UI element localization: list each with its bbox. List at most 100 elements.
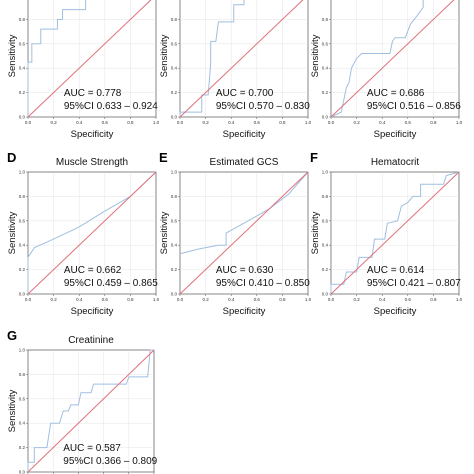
ci-label: 95%CI 0.410 – 0.850 — [216, 278, 310, 289]
ci-label: 95%CI 0.633 – 0.924 — [64, 101, 158, 112]
plot-frame — [330, 0, 460, 118]
plot-frame — [27, 0, 157, 118]
y-tick-label: 0.8 — [171, 194, 178, 199]
x-tick-label: 0.2 — [353, 120, 360, 125]
y-tick-label: 0.0 — [19, 115, 26, 120]
x-tick-label: 0.6 — [102, 297, 109, 302]
x-tick-label: 0.4 — [76, 297, 83, 302]
reference-diagonal-line — [179, 171, 309, 295]
y-tick-label: 0.4 — [171, 66, 178, 71]
reference-diagonal-line — [27, 0, 152, 118]
x-tick-label: 0.0 — [328, 297, 335, 302]
roc-panel: 0.00.20.40.60.81.00.00.20.40.60.81.0Spec… — [7, 0, 160, 140]
y-tick-label: 0.6 — [19, 218, 26, 223]
roc-panel: 0.0 0.2 0.4 0.6 0.8 1.00.00.20.40.60.81.0E Est… — [159, 150, 312, 317]
y-tick-label: 0.8 — [322, 194, 329, 199]
y-tick-label: 0.4 — [19, 66, 26, 71]
x-tick-label: 1.0 — [305, 297, 312, 302]
y-tick-label: 0.4 — [322, 66, 329, 71]
x-axis-title: Specificity — [71, 306, 114, 317]
y-tick-label: 0.8 — [171, 17, 178, 22]
x-tick-label: 0.6 — [254, 120, 261, 125]
auc-label: AUC = 0.662 — [64, 265, 122, 276]
y-tick-label: 0.4 — [19, 421, 26, 426]
ci-label: 95%CI 0.421 – 0.807 — [367, 278, 461, 289]
y-tick-label: 0.6 — [19, 41, 26, 46]
x-axis-title: Specificity — [374, 129, 417, 140]
y-tick-label: 0.0 — [322, 115, 329, 120]
panel-title: Estimated GCS — [210, 157, 279, 168]
auc-label: AUC = 0.686 — [367, 88, 425, 99]
x-axis-title: Specificity — [223, 129, 266, 140]
y-tick-label: 1.0 — [171, 170, 178, 175]
y-axis-title: Sensitivity — [7, 211, 18, 254]
y-axis-title: Sensitivity — [310, 34, 321, 77]
y-tick-label: 0.6 — [322, 218, 329, 223]
ci-label: 95%CI 0.570 – 0.830 — [216, 101, 310, 112]
panel-letter: E — [159, 150, 168, 165]
y-axis-title: Sensitivity — [159, 211, 170, 254]
x-tick-label: 0.4 — [379, 297, 386, 302]
x-tick-label: 0.8 — [279, 120, 286, 125]
reference-diagonal-line — [27, 349, 155, 473]
x-tick-label: 0.0 — [25, 120, 32, 125]
x-tick-label: 0.2 — [202, 120, 209, 125]
panel-title: Creatinine — [68, 335, 114, 346]
x-tick-label: 0.0 — [25, 297, 32, 302]
y-tick-label: 0.6 — [171, 218, 178, 223]
y-tick-label: 0.0 — [171, 292, 178, 297]
roc-panel: 0.00.20.40.60.81.00.00.20.40.60.81.0Spec… — [310, 0, 463, 140]
roc-panel: 0.00.20.40.60.81.00.00.20.40.60.81.0GCre… — [7, 328, 158, 474]
ci-label: 95%CI 0.459 – 0.865 — [64, 278, 158, 289]
roc-panel: 0.00.20.40.60.81.00.00.20.40.60.81.0Spec… — [159, 0, 312, 140]
x-tick-label: 0.4 — [76, 120, 83, 125]
y-tick-label: 0.4 — [322, 243, 329, 248]
x-tick-label: 1.0 — [153, 120, 160, 125]
x-tick-label: 1.0 — [153, 297, 160, 302]
reference-diagonal-line — [330, 0, 455, 118]
y-tick-label: 0.8 — [19, 194, 26, 199]
x-tick-label: 0.2 — [353, 297, 360, 302]
reference-diagonal-line — [27, 171, 157, 295]
panel-letter: D — [7, 150, 16, 165]
x-tick-label: 0.8 — [430, 120, 437, 125]
x-tick-label: 0.6 — [405, 297, 412, 302]
y-tick-label: 0.2 — [322, 267, 329, 272]
y-tick-label: 0.4 — [19, 243, 26, 248]
auc-label: AUC = 0.587 — [63, 443, 121, 454]
roc-curve-line — [179, 0, 245, 117]
x-tick-label: 0.6 — [102, 120, 109, 125]
y-tick-label: 0.8 — [322, 17, 329, 22]
panel-title: Muscle Strength — [56, 157, 128, 168]
x-axis-title: Specificity — [223, 306, 266, 317]
x-tick-label: 0.8 — [279, 297, 286, 302]
y-tick-label: 0.0 — [171, 115, 178, 120]
x-tick-label: 0.0 — [177, 297, 184, 302]
y-tick-label: 0.2 — [19, 445, 26, 450]
y-tick-label: 0.4 — [171, 243, 178, 248]
x-tick-label: 0.6 — [405, 120, 412, 125]
roc-panel: 0.0 0.2 0.4 0.6 0.8 1.0 0.0 0.2 0.4 0.6 0.8 1.0 F Hem… — [310, 150, 463, 317]
roc-curve-line — [27, 0, 87, 117]
x-tick-label: 0.8 — [127, 297, 134, 302]
roc-curve-line — [27, 349, 154, 472]
x-axis-title: Specificity — [71, 129, 114, 140]
y-tick-label: 0.0 — [19, 292, 26, 297]
y-tick-label: 0.2 — [322, 90, 329, 95]
reference-diagonal-line — [179, 0, 304, 118]
y-tick-label: 0.8 — [19, 372, 26, 377]
y-tick-label: 0.6 — [322, 41, 329, 46]
y-tick-label: 0.6 — [171, 41, 178, 46]
y-tick-label: 1.0 — [322, 170, 329, 175]
panel-letter: F — [310, 150, 318, 165]
x-tick-label: 0.4 — [228, 297, 235, 302]
roc-curve-line — [179, 171, 309, 255]
x-tick-label: 1.0 — [305, 120, 312, 125]
y-axis-title: Sensitivity — [7, 34, 18, 77]
y-tick-label: 0.2 — [19, 90, 26, 95]
y-tick-label: 0.6 — [19, 396, 26, 401]
reference-diagonal-line — [330, 171, 460, 295]
y-tick-label: 0.2 — [171, 267, 178, 272]
y-axis-title: Sensitivity — [7, 389, 18, 432]
x-tick-label: 0.0 — [328, 120, 335, 125]
